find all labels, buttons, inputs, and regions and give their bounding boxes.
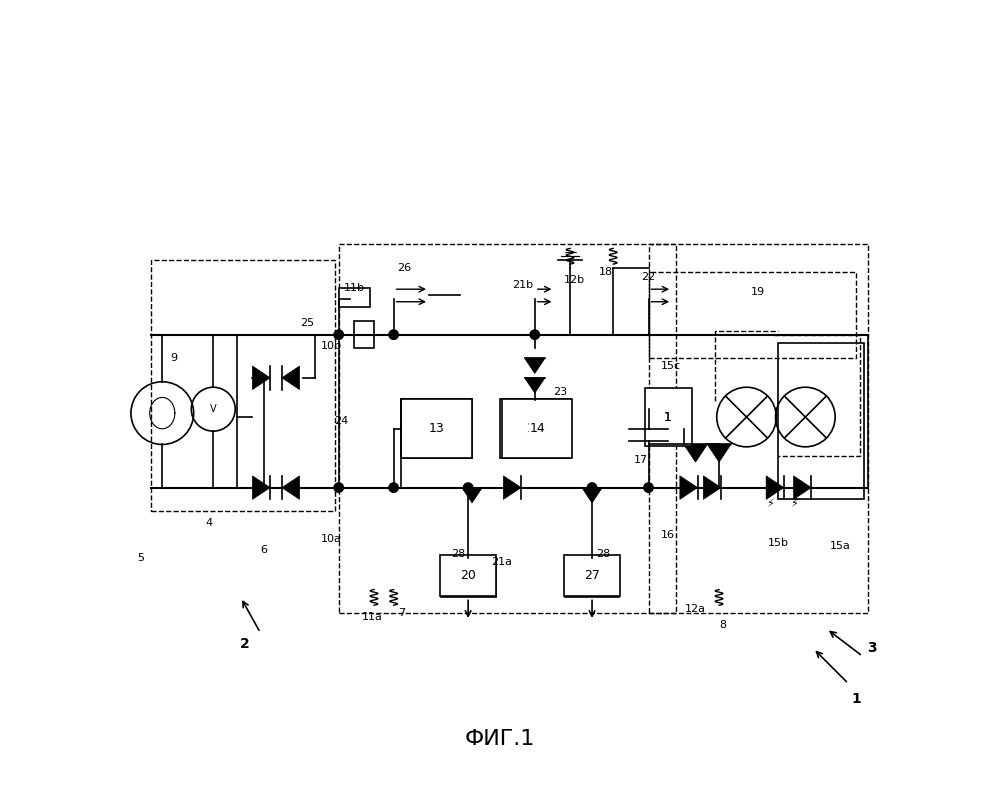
Polygon shape <box>253 366 270 390</box>
Text: 1: 1 <box>664 411 672 423</box>
Text: 15a: 15a <box>830 541 851 552</box>
Text: 25: 25 <box>301 318 315 328</box>
Text: 5: 5 <box>137 553 144 563</box>
Text: 1: 1 <box>664 411 672 423</box>
Circle shape <box>334 330 344 339</box>
Circle shape <box>464 483 473 493</box>
Bar <box>778 342 864 500</box>
Bar <box>644 388 691 446</box>
Polygon shape <box>462 488 483 503</box>
Text: ⚡: ⚡ <box>789 499 797 509</box>
Polygon shape <box>253 476 270 500</box>
Text: 15c: 15c <box>660 361 680 371</box>
Text: 8: 8 <box>719 620 726 630</box>
Bar <box>648 272 856 358</box>
Text: 21a: 21a <box>492 557 512 567</box>
Text: ⚡: ⚡ <box>766 499 774 509</box>
Bar <box>501 399 572 458</box>
Bar <box>402 399 473 458</box>
Polygon shape <box>524 378 545 394</box>
Text: 14: 14 <box>526 423 542 435</box>
Text: 23: 23 <box>553 387 567 397</box>
Polygon shape <box>524 358 545 374</box>
Bar <box>355 321 374 348</box>
Bar <box>339 287 370 307</box>
Bar <box>441 558 496 597</box>
Circle shape <box>643 483 653 493</box>
Text: 26: 26 <box>397 263 411 273</box>
Bar <box>563 555 620 596</box>
Text: 19: 19 <box>751 286 765 297</box>
Text: 9: 9 <box>171 353 178 364</box>
Polygon shape <box>503 476 521 500</box>
Text: 13: 13 <box>429 423 445 435</box>
Text: 28: 28 <box>452 549 466 560</box>
Text: 10a: 10a <box>321 534 342 544</box>
Bar <box>440 555 497 596</box>
Text: 21b: 21b <box>512 280 533 290</box>
Text: ФИГ.1: ФИГ.1 <box>465 729 534 748</box>
Text: 6: 6 <box>261 545 268 556</box>
Polygon shape <box>703 476 721 500</box>
Circle shape <box>587 483 596 493</box>
Polygon shape <box>282 476 300 500</box>
Text: 27: 27 <box>584 569 600 582</box>
Bar <box>648 245 868 613</box>
Text: 13: 13 <box>429 423 445 435</box>
Text: 14: 14 <box>529 423 545 435</box>
Bar <box>402 399 473 458</box>
Text: 7: 7 <box>398 608 405 618</box>
Circle shape <box>389 483 399 493</box>
Circle shape <box>389 330 399 339</box>
Text: 11a: 11a <box>362 612 383 622</box>
Polygon shape <box>581 488 602 503</box>
Text: 24: 24 <box>334 416 349 426</box>
Bar <box>500 399 570 458</box>
Text: 12b: 12b <box>564 275 585 285</box>
Circle shape <box>530 330 539 339</box>
Text: 17: 17 <box>633 455 647 465</box>
Polygon shape <box>793 476 811 500</box>
Text: 28: 28 <box>595 549 610 560</box>
Text: 2: 2 <box>240 637 250 652</box>
Polygon shape <box>707 445 731 462</box>
Text: 15b: 15b <box>767 538 788 548</box>
Polygon shape <box>766 476 784 500</box>
Text: 16: 16 <box>661 530 675 540</box>
Text: 20: 20 <box>461 571 477 584</box>
Text: 22: 22 <box>641 272 655 283</box>
Bar <box>151 260 335 511</box>
Bar <box>339 245 676 613</box>
Text: 11b: 11b <box>344 283 365 293</box>
Text: 12a: 12a <box>685 604 706 614</box>
Circle shape <box>334 483 344 493</box>
Text: 1: 1 <box>851 693 861 707</box>
Text: 18: 18 <box>599 267 613 277</box>
Text: 20: 20 <box>461 569 477 582</box>
Text: 27: 27 <box>584 571 600 584</box>
Bar <box>564 558 619 597</box>
Text: 10b: 10b <box>321 342 342 352</box>
Text: V: V <box>210 405 217 414</box>
Polygon shape <box>683 445 707 462</box>
Polygon shape <box>282 366 300 390</box>
Text: 4: 4 <box>206 518 213 528</box>
Text: 3: 3 <box>867 641 877 656</box>
Polygon shape <box>680 476 697 500</box>
